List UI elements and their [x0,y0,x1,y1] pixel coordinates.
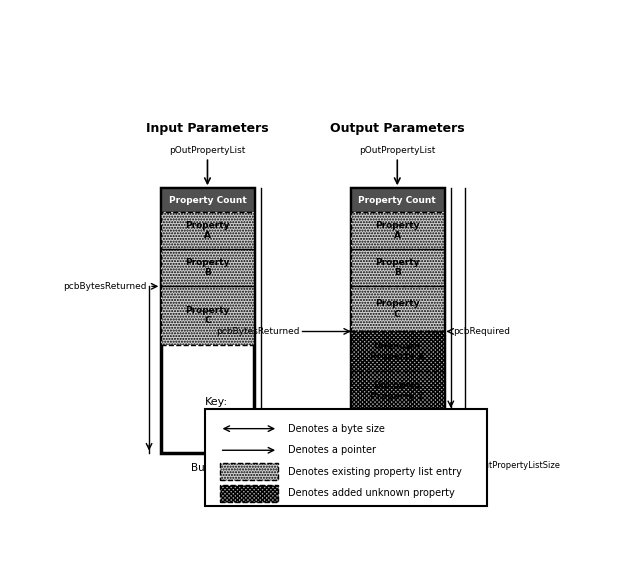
Text: Property
C: Property C [375,299,420,319]
Bar [351,286,443,331]
Bar [161,188,254,453]
Text: pcbBytesReturned: pcbBytesReturned [63,282,147,291]
Bar [161,286,254,344]
Bar [351,188,443,212]
Text: Input Parameters: Input Parameters [146,122,269,135]
Text: Denotes a byte size: Denotes a byte size [288,424,385,433]
Text: Property
A: Property A [185,221,230,241]
Bar [161,249,254,286]
Text: Property Count: Property Count [359,196,436,205]
Bar [205,409,487,506]
Text: Unknown
Property X: Unknown Property X [370,342,425,361]
Bar [351,331,443,371]
Text: cbOutPropertyListSize: cbOutPropertyListSize [264,461,357,470]
Text: pOutPropertyList: pOutPropertyList [170,146,246,155]
Bar [351,212,443,249]
Bar [161,286,254,344]
Bar [161,212,254,249]
Bar [351,188,443,453]
Bar [220,463,278,480]
Bar [220,485,278,502]
Text: Denotes added unknown property: Denotes added unknown property [288,488,455,498]
Bar [351,286,443,331]
Text: Key:: Key: [205,397,228,407]
Text: Property
B: Property B [375,258,420,277]
Bar [351,371,443,411]
Text: pcbRequired: pcbRequired [453,327,511,336]
Text: pcbBytesReturned: pcbBytesReturned [217,327,300,336]
Bar [351,212,443,249]
Text: Unknown
Property Y: Unknown Property Y [371,381,425,401]
Text: Denotes a pointer: Denotes a pointer [288,445,376,455]
Text: Property
A: Property A [375,221,420,241]
Bar [161,212,254,249]
Text: pOutPropertyList: pOutPropertyList [359,146,435,155]
Text: Property
B: Property B [185,258,230,277]
Text: Property
C: Property C [185,306,230,325]
Bar [351,249,443,286]
Text: Output Parameters: Output Parameters [330,122,465,135]
Bar [351,249,443,286]
Text: Denotes existing property list entry: Denotes existing property list entry [288,467,462,477]
Text: Buffer: Buffer [192,463,224,473]
Bar [161,188,254,212]
Bar [161,249,254,286]
Text: cbOutPropertyListSize: cbOutPropertyListSize [468,461,561,470]
Text: Property Count: Property Count [168,196,246,205]
Bar [351,331,443,371]
Text: Buffer: Buffer [381,463,413,473]
Bar [351,371,443,411]
